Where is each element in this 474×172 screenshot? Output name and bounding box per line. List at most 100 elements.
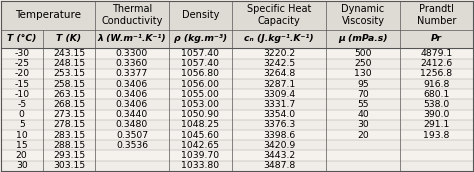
Bar bbox=[0, 58, 474, 69]
Text: 1050.90: 1050.90 bbox=[181, 110, 219, 119]
Text: 0.3440: 0.3440 bbox=[116, 110, 148, 119]
Text: 278.15: 278.15 bbox=[53, 120, 85, 129]
Text: 3487.8: 3487.8 bbox=[263, 161, 295, 170]
Text: 3398.6: 3398.6 bbox=[263, 131, 295, 139]
Text: 250: 250 bbox=[354, 59, 372, 68]
Text: 273.15: 273.15 bbox=[53, 110, 85, 119]
Bar bbox=[0, 1, 474, 30]
Text: 243.15: 243.15 bbox=[53, 49, 85, 58]
Bar bbox=[0, 161, 474, 171]
Text: 1048.25: 1048.25 bbox=[181, 120, 219, 129]
Text: 3220.2: 3220.2 bbox=[263, 49, 295, 58]
Text: 1042.65: 1042.65 bbox=[181, 141, 219, 150]
Bar bbox=[0, 140, 474, 150]
Text: 10: 10 bbox=[16, 131, 27, 139]
Text: 30: 30 bbox=[357, 120, 369, 129]
Text: -5: -5 bbox=[17, 100, 26, 109]
Text: 20: 20 bbox=[357, 131, 369, 139]
Text: 500: 500 bbox=[354, 49, 372, 58]
Text: Thermal
Conductivity: Thermal Conductivity bbox=[101, 4, 163, 26]
Bar bbox=[0, 89, 474, 99]
Bar bbox=[0, 79, 474, 89]
Text: 0.3507: 0.3507 bbox=[116, 131, 148, 139]
Text: Temperature: Temperature bbox=[15, 10, 81, 20]
Bar bbox=[0, 30, 474, 48]
Text: 253.15: 253.15 bbox=[53, 69, 85, 78]
Text: T (K): T (K) bbox=[56, 34, 82, 44]
Bar bbox=[0, 120, 474, 130]
Text: T (°C): T (°C) bbox=[7, 34, 36, 44]
Text: 258.15: 258.15 bbox=[53, 79, 85, 89]
Text: 130: 130 bbox=[354, 69, 372, 78]
Text: Prandtl
Number: Prandtl Number bbox=[417, 4, 456, 26]
Bar bbox=[0, 69, 474, 79]
Text: ρ (kg.m⁻³): ρ (kg.m⁻³) bbox=[173, 34, 227, 44]
Text: -10: -10 bbox=[14, 90, 29, 99]
Text: 1055.00: 1055.00 bbox=[181, 90, 219, 99]
Text: 1039.70: 1039.70 bbox=[181, 151, 219, 160]
Text: 1256.8: 1256.8 bbox=[420, 69, 453, 78]
Text: 2412.6: 2412.6 bbox=[420, 59, 453, 68]
Text: Pr: Pr bbox=[431, 34, 442, 44]
Text: 3309.4: 3309.4 bbox=[263, 90, 295, 99]
Text: 3443.2: 3443.2 bbox=[263, 151, 295, 160]
Text: 303.15: 303.15 bbox=[53, 161, 85, 170]
Text: Density: Density bbox=[182, 10, 219, 20]
Text: -30: -30 bbox=[14, 49, 29, 58]
Text: 5: 5 bbox=[19, 120, 25, 129]
Bar bbox=[0, 130, 474, 140]
Text: 3264.8: 3264.8 bbox=[263, 69, 295, 78]
Text: 4879.1: 4879.1 bbox=[420, 49, 453, 58]
Text: 0.3406: 0.3406 bbox=[116, 90, 148, 99]
Text: 390.0: 390.0 bbox=[423, 110, 450, 119]
Text: 55: 55 bbox=[357, 100, 369, 109]
Text: 70: 70 bbox=[357, 90, 369, 99]
Text: 193.8: 193.8 bbox=[423, 131, 450, 139]
Text: 680.1: 680.1 bbox=[423, 90, 450, 99]
Text: 293.15: 293.15 bbox=[53, 151, 85, 160]
Text: -15: -15 bbox=[14, 79, 29, 89]
Text: 248.15: 248.15 bbox=[53, 59, 85, 68]
Text: 1053.00: 1053.00 bbox=[181, 100, 219, 109]
Text: Specific Heat
Capacity: Specific Heat Capacity bbox=[247, 4, 311, 26]
Text: 3420.9: 3420.9 bbox=[263, 141, 295, 150]
Text: 0.3406: 0.3406 bbox=[116, 100, 148, 109]
Text: λ (W.m⁻¹.K⁻¹): λ (W.m⁻¹.K⁻¹) bbox=[98, 34, 166, 44]
Text: 95: 95 bbox=[357, 79, 369, 89]
Text: -25: -25 bbox=[14, 59, 29, 68]
Bar bbox=[0, 110, 474, 120]
Text: 0.3300: 0.3300 bbox=[116, 49, 148, 58]
Text: cₙ (J.kg⁻¹.K⁻¹): cₙ (J.kg⁻¹.K⁻¹) bbox=[244, 34, 314, 44]
Text: 0.3536: 0.3536 bbox=[116, 141, 148, 150]
Text: 0: 0 bbox=[19, 110, 25, 119]
Text: 283.15: 283.15 bbox=[53, 131, 85, 139]
Text: 538.0: 538.0 bbox=[423, 100, 450, 109]
Text: 0.3406: 0.3406 bbox=[116, 79, 148, 89]
Text: 916.8: 916.8 bbox=[423, 79, 450, 89]
Text: Dynamic
Viscosity: Dynamic Viscosity bbox=[341, 4, 385, 26]
Text: 30: 30 bbox=[16, 161, 27, 170]
Text: 1056.80: 1056.80 bbox=[181, 69, 219, 78]
Text: 15: 15 bbox=[16, 141, 27, 150]
Text: 40: 40 bbox=[357, 110, 369, 119]
Text: 1045.60: 1045.60 bbox=[181, 131, 219, 139]
Bar bbox=[0, 48, 474, 58]
Text: 3242.5: 3242.5 bbox=[263, 59, 295, 68]
Bar bbox=[0, 99, 474, 110]
Text: 1033.80: 1033.80 bbox=[181, 161, 219, 170]
Text: μ (mPa.s): μ (mPa.s) bbox=[338, 34, 388, 44]
Text: 0.3360: 0.3360 bbox=[116, 59, 148, 68]
Text: 20: 20 bbox=[16, 151, 27, 160]
Text: 3376.3: 3376.3 bbox=[263, 120, 295, 129]
Text: 3354.0: 3354.0 bbox=[263, 110, 295, 119]
Text: 268.15: 268.15 bbox=[53, 100, 85, 109]
Text: 0.3377: 0.3377 bbox=[116, 69, 148, 78]
Bar bbox=[0, 150, 474, 161]
Text: 1056.00: 1056.00 bbox=[181, 79, 219, 89]
Text: 1057.40: 1057.40 bbox=[181, 59, 219, 68]
Text: 291.1: 291.1 bbox=[423, 120, 450, 129]
Text: 263.15: 263.15 bbox=[53, 90, 85, 99]
Text: 0.3480: 0.3480 bbox=[116, 120, 148, 129]
Text: 3331.7: 3331.7 bbox=[263, 100, 295, 109]
Text: 1057.40: 1057.40 bbox=[181, 49, 219, 58]
